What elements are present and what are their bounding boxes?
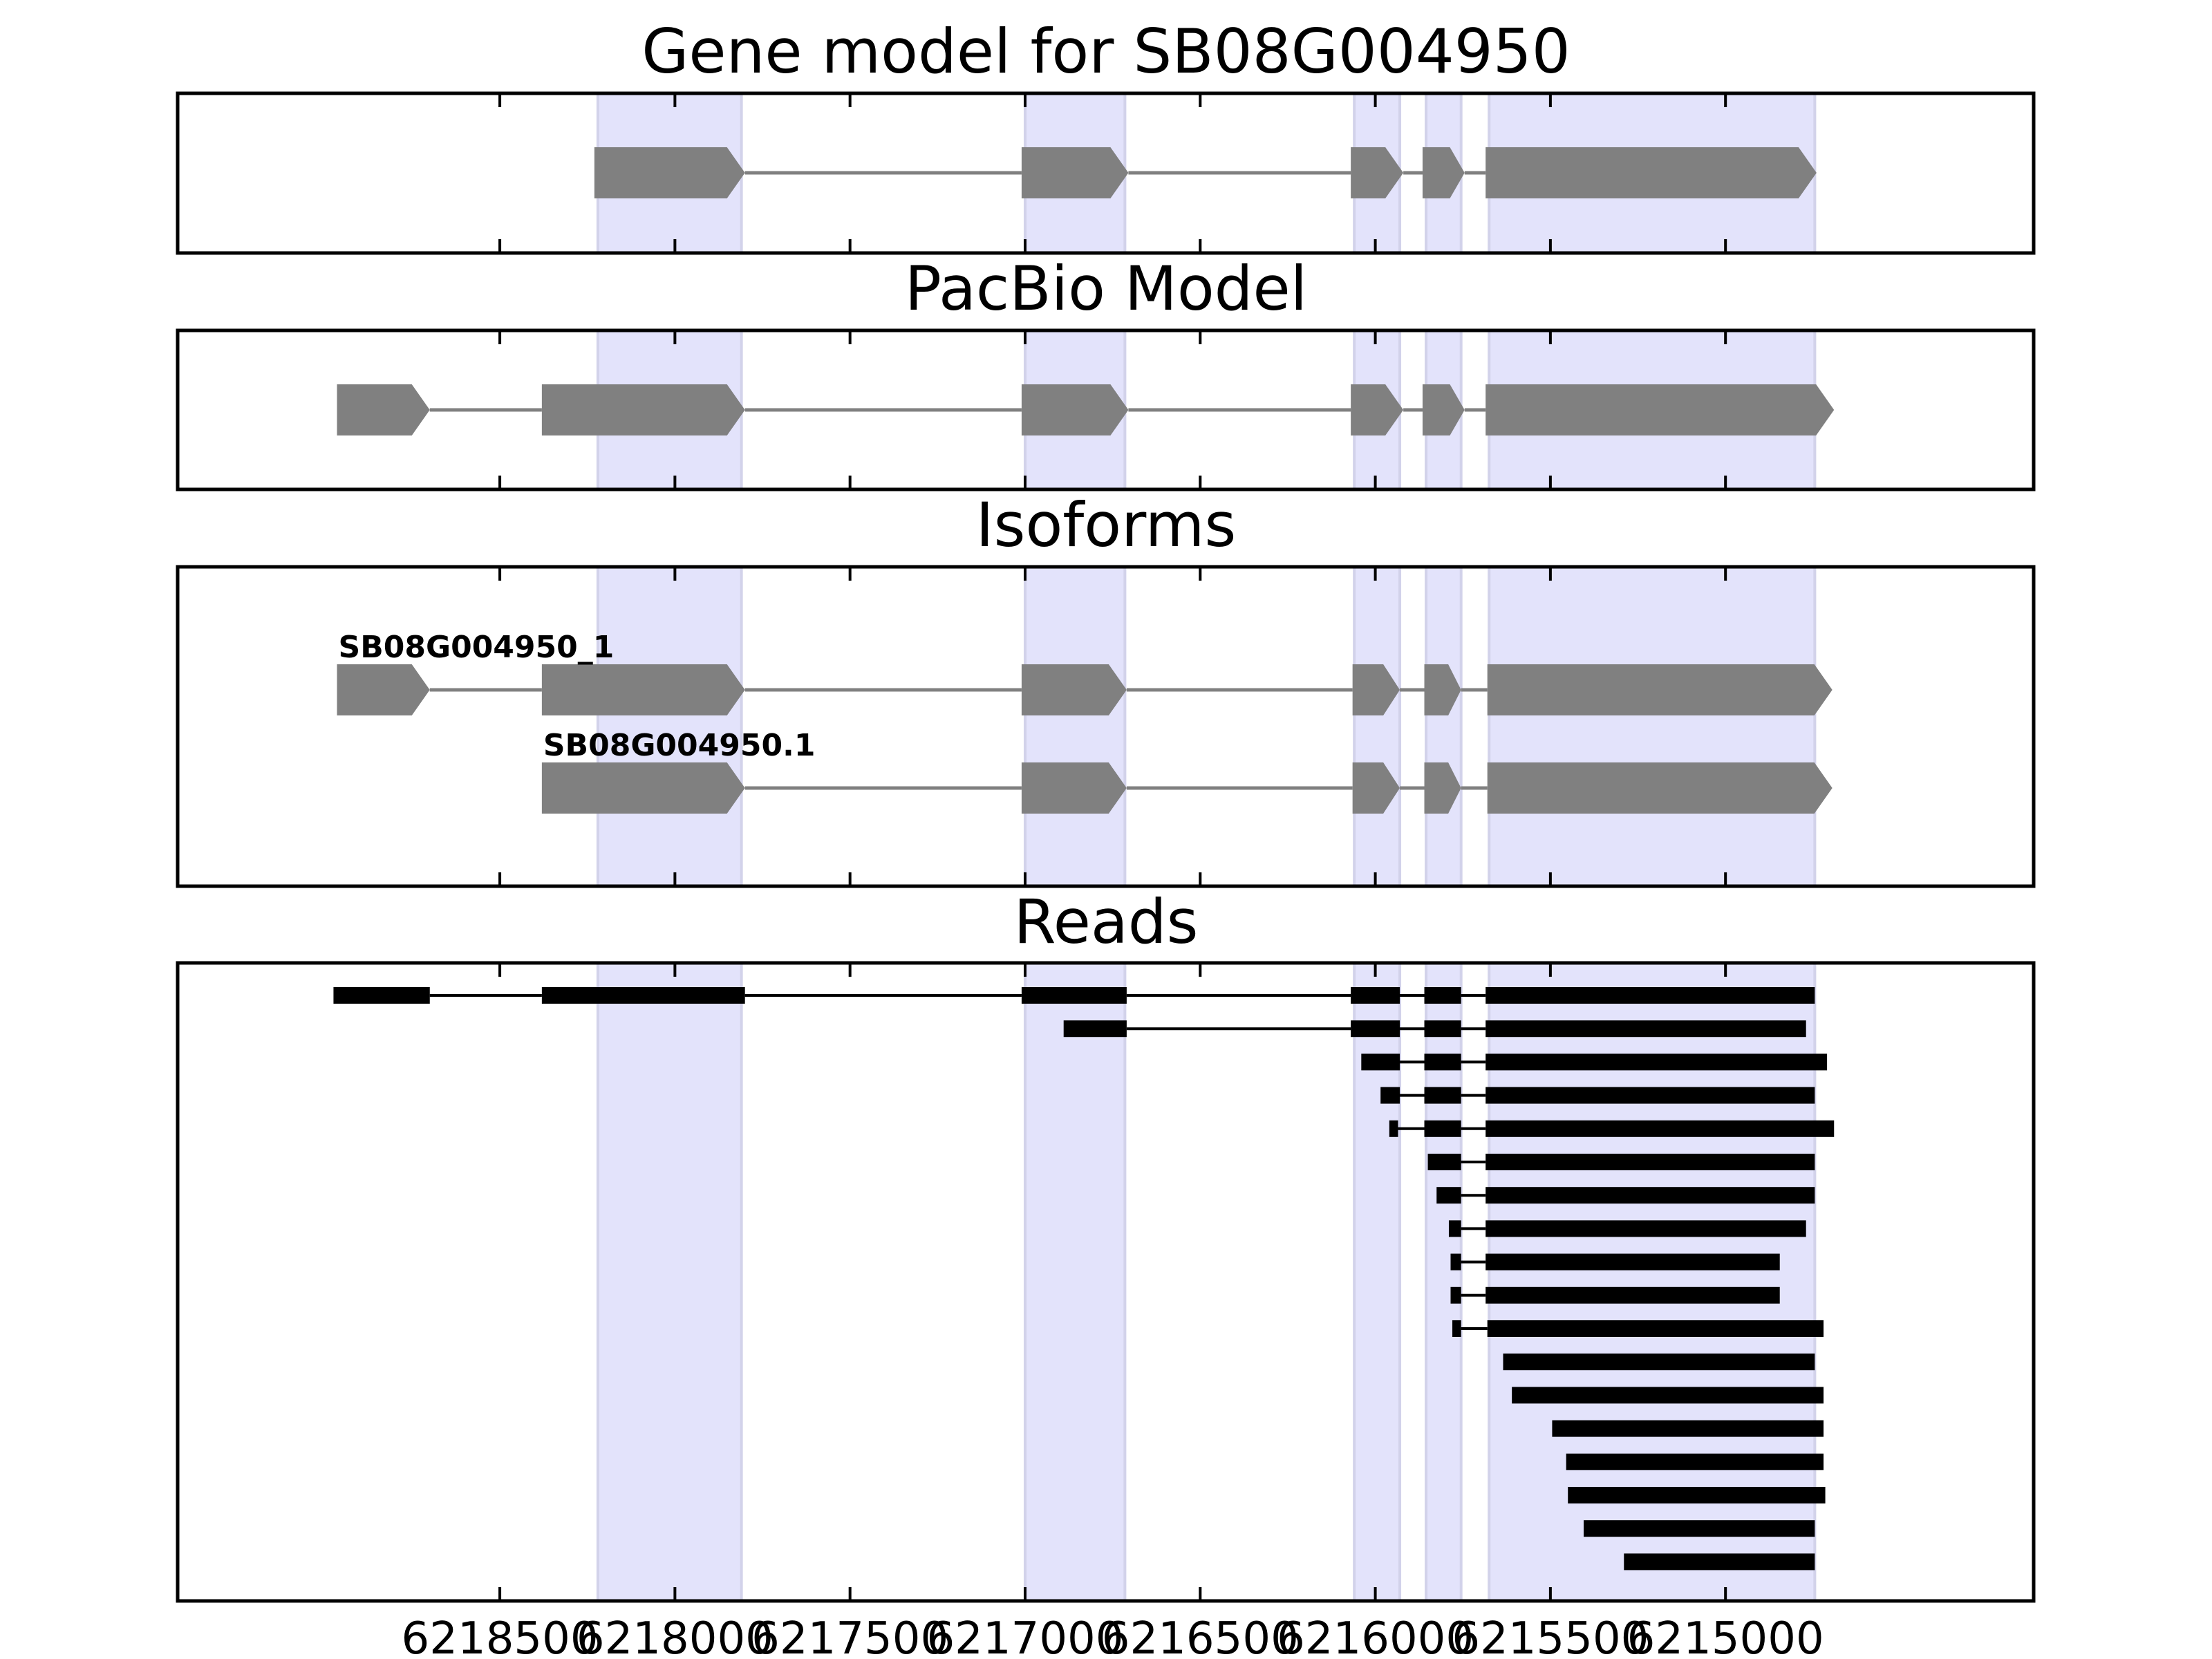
read-exon-block (1452, 1320, 1461, 1337)
pacbio-model-panel (176, 328, 2036, 491)
read-exon-block (1485, 1087, 1815, 1104)
read-exon-block (1485, 1154, 1815, 1170)
read-exon-block (1436, 1187, 1461, 1204)
exon-arrow (1487, 762, 1833, 814)
shaded-exon-band (1023, 565, 1127, 888)
read-exon-block (541, 987, 745, 1004)
exon-arrow (1021, 147, 1129, 198)
exon-arrow (541, 762, 745, 814)
panel-frame (176, 91, 2036, 255)
read-exon-block (1584, 1520, 1815, 1537)
exon-arrow (1485, 384, 1835, 435)
exon-arrow (1351, 147, 1404, 198)
x-tick-label: 6218500 (402, 1613, 599, 1659)
shaded-exon-band (596, 962, 743, 1602)
gene-model-title: Gene model for SB08G004950 (641, 16, 1571, 87)
read-exon-block (1424, 1020, 1461, 1038)
x-axis-tick-labels: 6218500621800062175006217000621650062160… (402, 1613, 1824, 1659)
read-exon-block (333, 987, 430, 1004)
read-exon-block (1552, 1420, 1824, 1437)
read-exon-block (1485, 987, 1815, 1004)
read-exon-block (1380, 1087, 1400, 1104)
exon-arrow (1021, 384, 1129, 435)
shaded-exon-band (1023, 962, 1127, 1602)
read-exon-block (1424, 1087, 1461, 1104)
read-exon-block (1351, 987, 1400, 1004)
gene-model-panel (176, 91, 2036, 255)
shaded-exon-band (1425, 565, 1463, 888)
read-exon-block (1485, 1286, 1780, 1304)
read-exon-block (1566, 1453, 1824, 1470)
read-exon-block (1351, 1020, 1400, 1038)
read-exon-block (1424, 1053, 1461, 1071)
x-tick-label: 6215500 (1452, 1613, 1649, 1659)
read-exon-block (1512, 1387, 1824, 1404)
panel-frame (176, 961, 2036, 1603)
read-exon-block (1424, 987, 1461, 1004)
read-exon-block (1389, 1120, 1398, 1137)
exon-arrow (1352, 664, 1400, 715)
panel-frame (176, 565, 2036, 888)
read-exon-block (1485, 1020, 1806, 1038)
read-exon-block (1063, 1020, 1127, 1038)
isoforms-panel: SB08G004950_1 SB08G004950.1 (176, 565, 2036, 888)
exon-arrow (1352, 762, 1400, 814)
read-exon-block (1427, 1154, 1461, 1170)
pacbio-model-title: PacBio Model (905, 253, 1307, 324)
read-exon-block (1503, 1353, 1815, 1371)
x-tick-label: 6217000 (926, 1613, 1123, 1659)
exon-arrow (337, 384, 430, 435)
exon-arrow (1021, 762, 1127, 814)
exon-arrow (1424, 664, 1461, 715)
read-exon-block (1624, 1553, 1815, 1571)
exon-arrow (1424, 762, 1461, 814)
reads-title: Reads (1014, 886, 1199, 957)
reads-panel (176, 961, 2036, 1603)
shaded-exon-band (1353, 565, 1402, 888)
read-exon-block (1485, 1120, 1835, 1137)
read-exon-block (1485, 1187, 1815, 1204)
read-exon-block (1448, 1220, 1461, 1237)
exon-arrow (1487, 664, 1833, 715)
exon-arrow (541, 664, 745, 715)
isoform-label: SB08G004950.1 (543, 728, 816, 763)
read-exon-block (1021, 987, 1127, 1004)
exon-arrow (1351, 384, 1404, 435)
read-exon-block (1450, 1286, 1461, 1304)
exon-arrow (1422, 384, 1465, 435)
x-tick-label: 6215000 (1627, 1613, 1824, 1659)
exon-arrow (594, 147, 745, 198)
read-exon-block (1485, 1253, 1780, 1271)
exon-arrow (1422, 147, 1465, 198)
x-tick-label: 6216000 (1277, 1613, 1474, 1659)
exon-arrow (337, 664, 430, 715)
x-tick-label: 6216500 (1102, 1613, 1299, 1659)
isoform-label: SB08G004950_1 (339, 630, 615, 665)
exon-arrow (541, 384, 745, 435)
read-exon-block (1424, 1120, 1461, 1137)
read-exon-block (1450, 1253, 1461, 1271)
read-exon-block (1487, 1320, 1824, 1337)
shaded-exon-band (596, 565, 743, 888)
exon-arrow (1485, 147, 1817, 198)
read-exon-block (1568, 1487, 1826, 1503)
read-exon-block (1361, 1053, 1400, 1071)
read-exon-block (1485, 1053, 1828, 1071)
isoforms-title: Isoforms (976, 489, 1237, 561)
x-tick-label: 6218000 (577, 1613, 774, 1659)
x-tick-label: 6217500 (751, 1613, 948, 1659)
exon-arrow (1021, 664, 1127, 715)
panel-frame (176, 328, 2036, 491)
shaded-exon-band (1488, 565, 1817, 888)
read-exon-block (1485, 1220, 1806, 1237)
